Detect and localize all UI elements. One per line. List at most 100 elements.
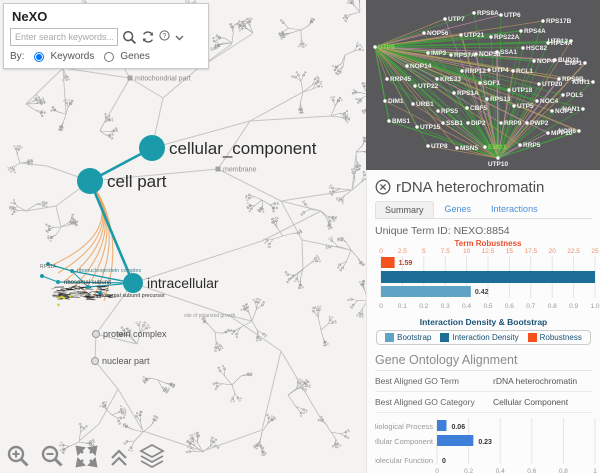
gene-label: KRE33 xyxy=(440,76,461,83)
gene-node[interactable] xyxy=(519,29,523,33)
term-node[interactable] xyxy=(139,135,165,161)
tab-interactions[interactable]: Interactions xyxy=(491,204,538,214)
gene-node[interactable] xyxy=(411,102,415,106)
gene-node[interactable] xyxy=(426,144,430,148)
gene-node[interactable] xyxy=(511,69,515,73)
radio-keywords[interactable] xyxy=(34,51,45,62)
gene-node[interactable] xyxy=(387,119,391,123)
gene-node[interactable] xyxy=(532,59,536,63)
gene-node[interactable] xyxy=(474,52,478,56)
gene-node[interactable] xyxy=(496,156,500,160)
gene-node[interactable] xyxy=(537,82,541,86)
tab-summary[interactable]: Summary xyxy=(375,201,434,218)
term-node[interactable] xyxy=(123,273,143,293)
collapse-search-button[interactable] xyxy=(174,32,185,43)
layers-button[interactable] xyxy=(139,443,165,469)
gene-node[interactable] xyxy=(449,53,453,57)
gene-node[interactable] xyxy=(426,51,430,55)
gene-label: RRP12 xyxy=(465,68,486,75)
gene-node[interactable] xyxy=(583,61,587,65)
gene-node[interactable] xyxy=(546,131,550,135)
gene-node[interactable] xyxy=(525,121,529,125)
go-category-value: Cellular Component xyxy=(493,397,569,407)
gene-node[interactable] xyxy=(550,109,554,113)
gene-node[interactable] xyxy=(455,146,459,150)
gene-label: BUD21 xyxy=(558,57,580,64)
gene-label: SSB1 xyxy=(446,120,463,127)
by-label: By: xyxy=(10,51,25,62)
gene-node[interactable] xyxy=(443,17,447,21)
tab-genes[interactable]: Genes xyxy=(444,204,472,214)
svg-text:0.42: 0.42 xyxy=(475,289,489,296)
term-node[interactable] xyxy=(92,330,100,338)
gene-node[interactable] xyxy=(466,121,470,125)
gene-label: RPS13 xyxy=(490,96,511,103)
gene-node[interactable] xyxy=(591,80,595,84)
gene-node[interactable] xyxy=(452,91,456,95)
gene-node[interactable] xyxy=(541,19,545,23)
gene-node[interactable] xyxy=(422,31,426,35)
close-detail-button[interactable] xyxy=(375,179,391,195)
gene-node[interactable] xyxy=(577,129,581,133)
radio-genes[interactable] xyxy=(104,51,115,62)
gene-label: RPS17B xyxy=(546,18,572,25)
gene-node[interactable] xyxy=(459,33,463,37)
gene-node[interactable] xyxy=(499,121,503,125)
gene-node[interactable] xyxy=(499,13,503,17)
gene-node[interactable] xyxy=(485,97,489,101)
help-button[interactable]: ? xyxy=(159,29,170,41)
gene-node[interactable] xyxy=(553,58,557,62)
gene-label: NOP6 xyxy=(558,128,576,135)
term-label: cell part xyxy=(107,172,167,191)
gene-node[interactable] xyxy=(557,77,561,81)
gene-node[interactable] xyxy=(373,45,377,49)
zoom-in-button[interactable] xyxy=(6,444,31,469)
gene-label: UTP7 xyxy=(448,16,465,23)
term-node[interactable] xyxy=(77,168,103,194)
gene-network-canvas[interactable]: UTP9 UTP7 RPS8A UTP6 RPS17B NOP56 UTP21 RPS22A R… xyxy=(366,0,600,168)
gene-label: MSN5 xyxy=(460,145,478,152)
gene-node[interactable] xyxy=(435,77,439,81)
term-node[interactable] xyxy=(215,166,221,172)
search-input[interactable] xyxy=(10,28,118,46)
gene-node[interactable] xyxy=(383,99,387,103)
gene-node[interactable] xyxy=(441,121,445,125)
gene-node[interactable] xyxy=(478,81,482,85)
gene-node[interactable] xyxy=(507,88,511,92)
term-node[interactable] xyxy=(91,357,99,365)
go-term-row: Best Aligned GO Term rDNA heterochromati… xyxy=(375,371,592,392)
gene-node[interactable] xyxy=(460,69,464,73)
gene-node[interactable] xyxy=(415,125,419,129)
gene-node[interactable] xyxy=(405,64,409,68)
gene-label: RRP5 xyxy=(523,142,541,149)
gene-node[interactable] xyxy=(535,99,539,103)
search-button[interactable] xyxy=(122,30,137,45)
gene-node[interactable] xyxy=(521,46,525,50)
gene-label: RPS22A xyxy=(494,34,520,41)
gene-node[interactable] xyxy=(518,143,522,147)
reset-button[interactable] xyxy=(141,30,155,44)
gene-label: URB1 xyxy=(416,101,434,108)
gene-node[interactable] xyxy=(569,39,573,43)
gene-network-panel[interactable]: UTP9 UTP7 RPS8A UTP6 RPS17B NOP56 UTP21 RPS22A R… xyxy=(366,0,600,173)
gene-node[interactable] xyxy=(472,11,476,15)
zoom-out-button[interactable] xyxy=(40,444,65,469)
collapse-button[interactable] xyxy=(108,447,130,469)
zoom-out-icon xyxy=(40,444,65,469)
gene-node[interactable] xyxy=(495,50,499,54)
gene-node[interactable] xyxy=(413,84,417,88)
gene-node[interactable] xyxy=(512,104,516,108)
gene-node[interactable] xyxy=(436,109,440,113)
term-node[interactable] xyxy=(127,75,133,81)
fit-to-screen-button[interactable] xyxy=(74,444,99,469)
gene-node[interactable] xyxy=(385,77,389,81)
gene-node[interactable] xyxy=(487,68,491,72)
gene-node[interactable] xyxy=(489,35,493,39)
gene-node[interactable] xyxy=(561,93,565,97)
gene-node[interactable] xyxy=(483,145,487,149)
svg-text:0.5: 0.5 xyxy=(483,303,492,310)
gene-node[interactable] xyxy=(581,107,585,111)
gene-node[interactable] xyxy=(465,106,469,110)
gene-node[interactable] xyxy=(546,41,550,45)
